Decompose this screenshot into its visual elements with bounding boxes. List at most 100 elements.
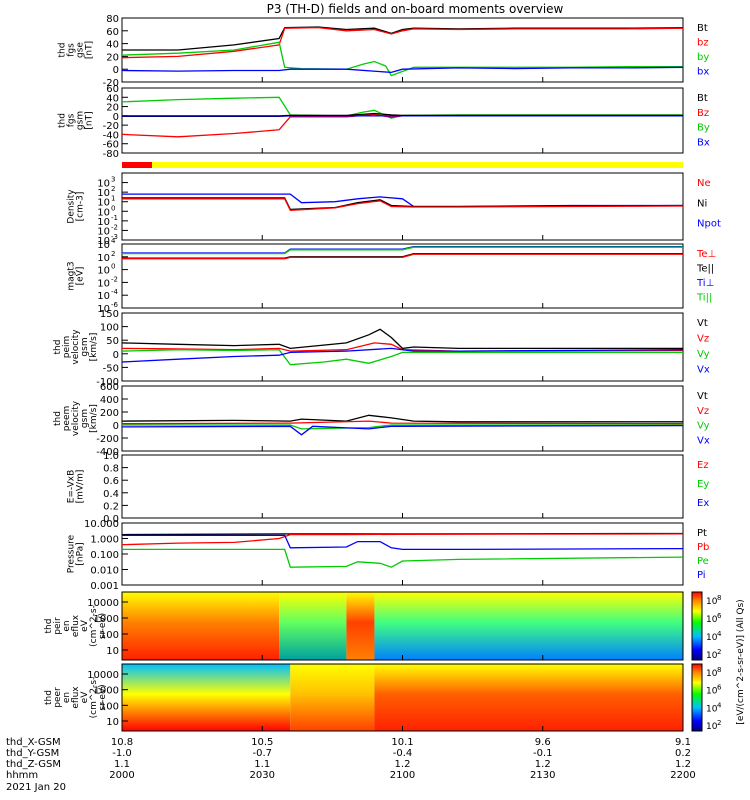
y-axis-label-line: eV — [80, 619, 90, 632]
y-axis-label: thd fgs gse [nT] — [58, 41, 95, 59]
y-tick-label: -40 — [103, 130, 119, 141]
colorbar-tick-label: 10 — [706, 704, 718, 714]
y-tick-label: 400 — [100, 395, 119, 406]
series-bx — [121, 66, 684, 74]
y-tick-label: -200 — [96, 434, 119, 445]
y-tick-exponent: -3 — [111, 233, 118, 241]
y-axis-label-line: thd — [44, 619, 54, 634]
y-tick-label: 10 — [97, 236, 110, 247]
y-tick-label: 600 — [100, 382, 119, 393]
xaxis-value: 1.2 — [395, 759, 411, 770]
y-tick-label: 20 — [106, 52, 119, 63]
colorbar-tick-label: 10 — [706, 669, 718, 679]
xaxis-value: -0.7 — [252, 748, 272, 759]
y-axis-label-line: [km/s] — [89, 333, 99, 362]
y-axis-label-line: (cm^2-s- — [89, 605, 99, 647]
y-tick-label: 10000 — [87, 598, 119, 609]
y-axis-label-line: peim — [62, 336, 72, 359]
panel-peim_velocity: -100 -50 0 50 100 150 Vt Vz Vy Vx thd peim velocity g… — [53, 309, 710, 388]
panel-frame — [121, 454, 684, 519]
series-Vx — [121, 424, 684, 436]
y-tick-exponent: -1 — [111, 214, 118, 222]
quality-flag-yellow — [152, 162, 683, 168]
colorbar-tick-label: 10 — [706, 633, 718, 643]
y-axis-label-line: E=-VxB — [67, 470, 77, 504]
y-tick-label: 100 — [100, 630, 119, 641]
xaxis-value: 1.2 — [675, 759, 691, 770]
heatmap-segment — [374, 664, 683, 731]
y-axis-label-line: peir — [53, 617, 63, 635]
y-tick-label: 0.001 — [90, 581, 119, 592]
y-tick-label: 0.8 — [103, 464, 119, 475]
legend-Te⊥: Te⊥ — [696, 249, 716, 260]
series-Vt — [121, 328, 683, 350]
series-Vx — [121, 347, 684, 363]
y-axis-label-line: gsm — [76, 111, 86, 130]
legend-Ne: Ne — [697, 178, 711, 189]
y-tick-label: 10 — [97, 240, 110, 251]
colorbar-tick-exponent: 2 — [717, 719, 721, 727]
xaxis-row-label: hhmm — [6, 770, 38, 781]
y-tick-label: -100 — [96, 377, 119, 388]
y-axis-label-line: eflux — [71, 686, 81, 709]
y-tick-label: 10 — [97, 188, 110, 199]
legend-Ez: Ez — [697, 460, 709, 471]
colorbar-tick-label: 10 — [706, 597, 718, 607]
series-Pi — [122, 534, 684, 551]
heatmap-segment — [279, 592, 347, 660]
legend-Vt: Vt — [697, 318, 708, 329]
panel-peem_velocity: -400 -200 0 200 400 600 Vt Vz Vy Vx thd peem velocit… — [53, 382, 710, 458]
series-by — [121, 41, 683, 77]
y-axis-label-line: velocity — [71, 400, 81, 436]
y-axis-label-line: peem — [62, 406, 72, 432]
y-axis-label-line: [cm-3] — [76, 192, 86, 222]
panel-pressure: 0.001 0.010 0.100 1.000 10.000 Pt Pb Pe Pi Pressu… — [67, 519, 710, 592]
y-axis-label-line: peer — [53, 687, 63, 708]
y-tick-label: 1000 — [94, 686, 119, 697]
quality-flag-red — [122, 162, 152, 168]
legend-Pi: Pi — [697, 570, 706, 581]
colorbar-tick-label: 10 — [706, 651, 718, 661]
xaxis-value: -0.4 — [393, 748, 413, 759]
legend-Ni: Ni — [697, 198, 707, 209]
y-axis-label-line: Density — [67, 189, 77, 224]
y-axis-label-line: en — [62, 692, 72, 703]
series-Te⊥ — [122, 253, 683, 260]
colorbar-tick-exponent: 6 — [717, 612, 722, 620]
y-tick-exponent: -2 — [111, 223, 118, 231]
legend-Bx: Bx — [697, 137, 710, 148]
xaxis-value: 10.1 — [391, 737, 413, 748]
y-tick-label: 0 — [113, 350, 119, 361]
series-Vy — [122, 424, 683, 430]
heatmap-segment — [122, 664, 291, 731]
plot-title: P3 (TH-D) fields and on-board moments ov… — [267, 2, 564, 16]
y-axis-label-line: gsm — [80, 337, 90, 356]
heatmap-segment — [290, 664, 375, 731]
xaxis-row-label: thd_X-GSM — [6, 737, 61, 748]
y-tick-label: 10 — [97, 217, 110, 228]
legend-Ey: Ey — [697, 479, 709, 490]
y-tick-exponent: -4 — [111, 288, 119, 296]
y-tick-label: 10 — [97, 179, 110, 190]
legend-by: by — [697, 52, 709, 63]
y-axis-label-line: fgs — [67, 43, 77, 57]
y-axis-label-line: gsm — [80, 409, 90, 428]
y-axis-label-line: [nT] — [85, 111, 95, 129]
heatmap-segment — [122, 592, 280, 660]
y-axis-label-line: sr-eV) — [98, 613, 108, 639]
xaxis-row-label: thd_Y-GSM — [6, 748, 59, 759]
y-tick-label: 0.4 — [103, 489, 119, 500]
xaxis-value: 1.1 — [254, 759, 270, 770]
colorbar-tick-label: 10 — [706, 687, 718, 697]
legend-Ti||: Ti|| — [696, 293, 712, 304]
y-tick-exponent: -2 — [111, 275, 118, 283]
series-bz — [121, 26, 684, 59]
legend-Vz: Vz — [697, 406, 709, 417]
xaxis-value: 1.1 — [114, 759, 130, 770]
y-tick-label: 1.000 — [90, 535, 119, 546]
y-tick-label: 60 — [106, 84, 119, 95]
